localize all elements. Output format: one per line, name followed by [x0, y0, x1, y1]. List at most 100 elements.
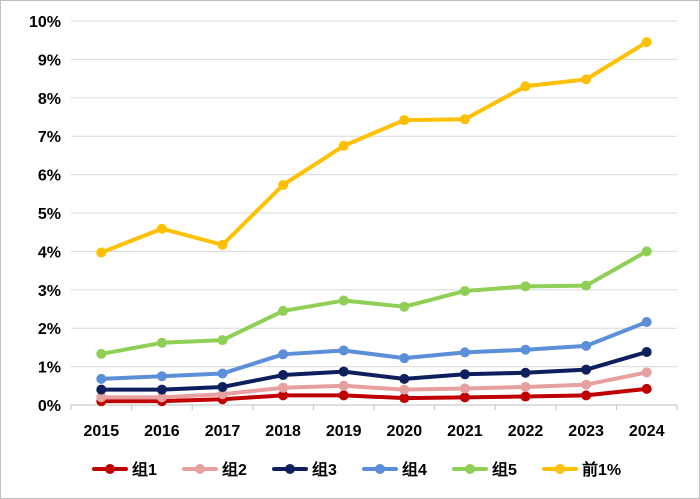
data-point	[399, 301, 410, 312]
data-point	[156, 371, 167, 382]
x-tick-label: 2016	[144, 423, 180, 440]
legend-marker	[465, 464, 475, 474]
data-point	[641, 367, 652, 378]
y-axis: 0% 1% 2% 3% 4% 5% 6% 7% 8% 9% 10%	[29, 14, 61, 415]
data-point	[96, 384, 107, 395]
legend-item-3[interactable]: 组3	[272, 460, 337, 479]
data-point	[641, 37, 652, 48]
series-line	[99, 386, 649, 404]
data-point	[399, 373, 410, 384]
data-point	[217, 368, 228, 379]
legend-marker	[555, 464, 565, 474]
x-tick-label: 2019	[326, 423, 362, 440]
x-tick-label: 2022	[508, 423, 544, 440]
data-point	[96, 348, 107, 359]
legend-item-1[interactable]: 组1	[92, 460, 157, 479]
legend-item-2[interactable]: 组2	[182, 460, 247, 479]
y-tick-label: 5%	[38, 206, 61, 223]
data-point	[217, 389, 228, 400]
data-point	[156, 392, 167, 403]
data-point	[581, 364, 592, 375]
x-tick-label: 2021	[447, 423, 483, 440]
data-point	[581, 280, 592, 291]
data-point	[156, 384, 167, 395]
data-point	[581, 379, 592, 390]
data-point	[278, 349, 289, 360]
legend-label: 组4	[402, 460, 427, 479]
y-tick-label: 9%	[38, 52, 61, 69]
y-tick-label: 2%	[38, 321, 61, 338]
data-point	[459, 383, 470, 394]
data-point	[338, 366, 349, 377]
series-2	[96, 367, 652, 403]
x-tick-label: 2017	[205, 423, 241, 440]
data-point	[156, 337, 167, 348]
data-point	[520, 281, 531, 292]
data-point	[399, 393, 410, 404]
legend[interactable]: 组1 组2 组3 组4 组5 前1%	[92, 460, 621, 479]
data-point	[459, 392, 470, 403]
x-axis: 2015 2016 2017 2018 2019 2020 2021 2022 2023 2024	[70, 404, 678, 440]
data-point	[338, 380, 349, 391]
legend-marker	[285, 464, 295, 474]
legend-item-6[interactable]: 前1%	[542, 460, 621, 479]
data-point	[338, 295, 349, 306]
series-6	[96, 37, 652, 258]
data-point	[278, 390, 289, 401]
data-point	[338, 390, 349, 401]
data-point	[338, 140, 349, 151]
data-point	[459, 369, 470, 380]
x-tick-label: 2023	[568, 423, 604, 440]
legend-label: 组2	[222, 460, 247, 479]
gridlines	[71, 20, 677, 368]
y-tick-label: 4%	[38, 244, 61, 261]
data-point	[217, 335, 228, 346]
y-tick-label: 0%	[38, 398, 61, 415]
legend-label: 组1	[132, 460, 157, 479]
data-point	[520, 391, 531, 402]
series-line	[99, 320, 649, 381]
legend-marker	[195, 464, 205, 474]
legend-label: 前1%	[582, 460, 621, 479]
data-point	[459, 347, 470, 358]
data-point	[641, 383, 652, 394]
data-point	[96, 392, 107, 403]
legend-marker	[375, 464, 385, 474]
data-point	[278, 179, 289, 190]
data-point	[641, 317, 652, 328]
data-point	[96, 247, 107, 258]
y-tick-label: 7%	[38, 129, 61, 146]
series-4	[96, 317, 652, 384]
legend-item-4[interactable]: 组4	[362, 460, 427, 479]
series-line	[99, 249, 649, 356]
data-point	[217, 381, 228, 392]
data-point	[459, 285, 470, 296]
data-point	[399, 115, 410, 126]
y-tick-label: 6%	[38, 168, 61, 185]
series-5	[96, 246, 652, 359]
data-point	[581, 340, 592, 351]
data-point	[641, 246, 652, 257]
data-point	[156, 223, 167, 234]
y-tick-label: 8%	[38, 91, 61, 108]
data-point	[641, 347, 652, 358]
series-line	[99, 350, 649, 392]
y-tick-label: 10%	[29, 14, 61, 31]
legend-marker	[105, 464, 115, 474]
data-point	[399, 384, 410, 395]
data-point	[278, 305, 289, 316]
legend-item-5[interactable]: 组5	[452, 460, 517, 479]
series-line	[99, 40, 649, 255]
y-tick-label: 1%	[38, 360, 61, 377]
series-1	[96, 383, 652, 407]
x-tick-label: 2015	[84, 423, 120, 440]
data-point	[217, 239, 228, 250]
data-point	[520, 381, 531, 392]
series-lines	[96, 37, 652, 407]
legend-label: 组5	[492, 460, 517, 479]
data-point	[278, 382, 289, 393]
x-tick-label: 2024	[629, 423, 665, 440]
data-point	[520, 344, 531, 355]
